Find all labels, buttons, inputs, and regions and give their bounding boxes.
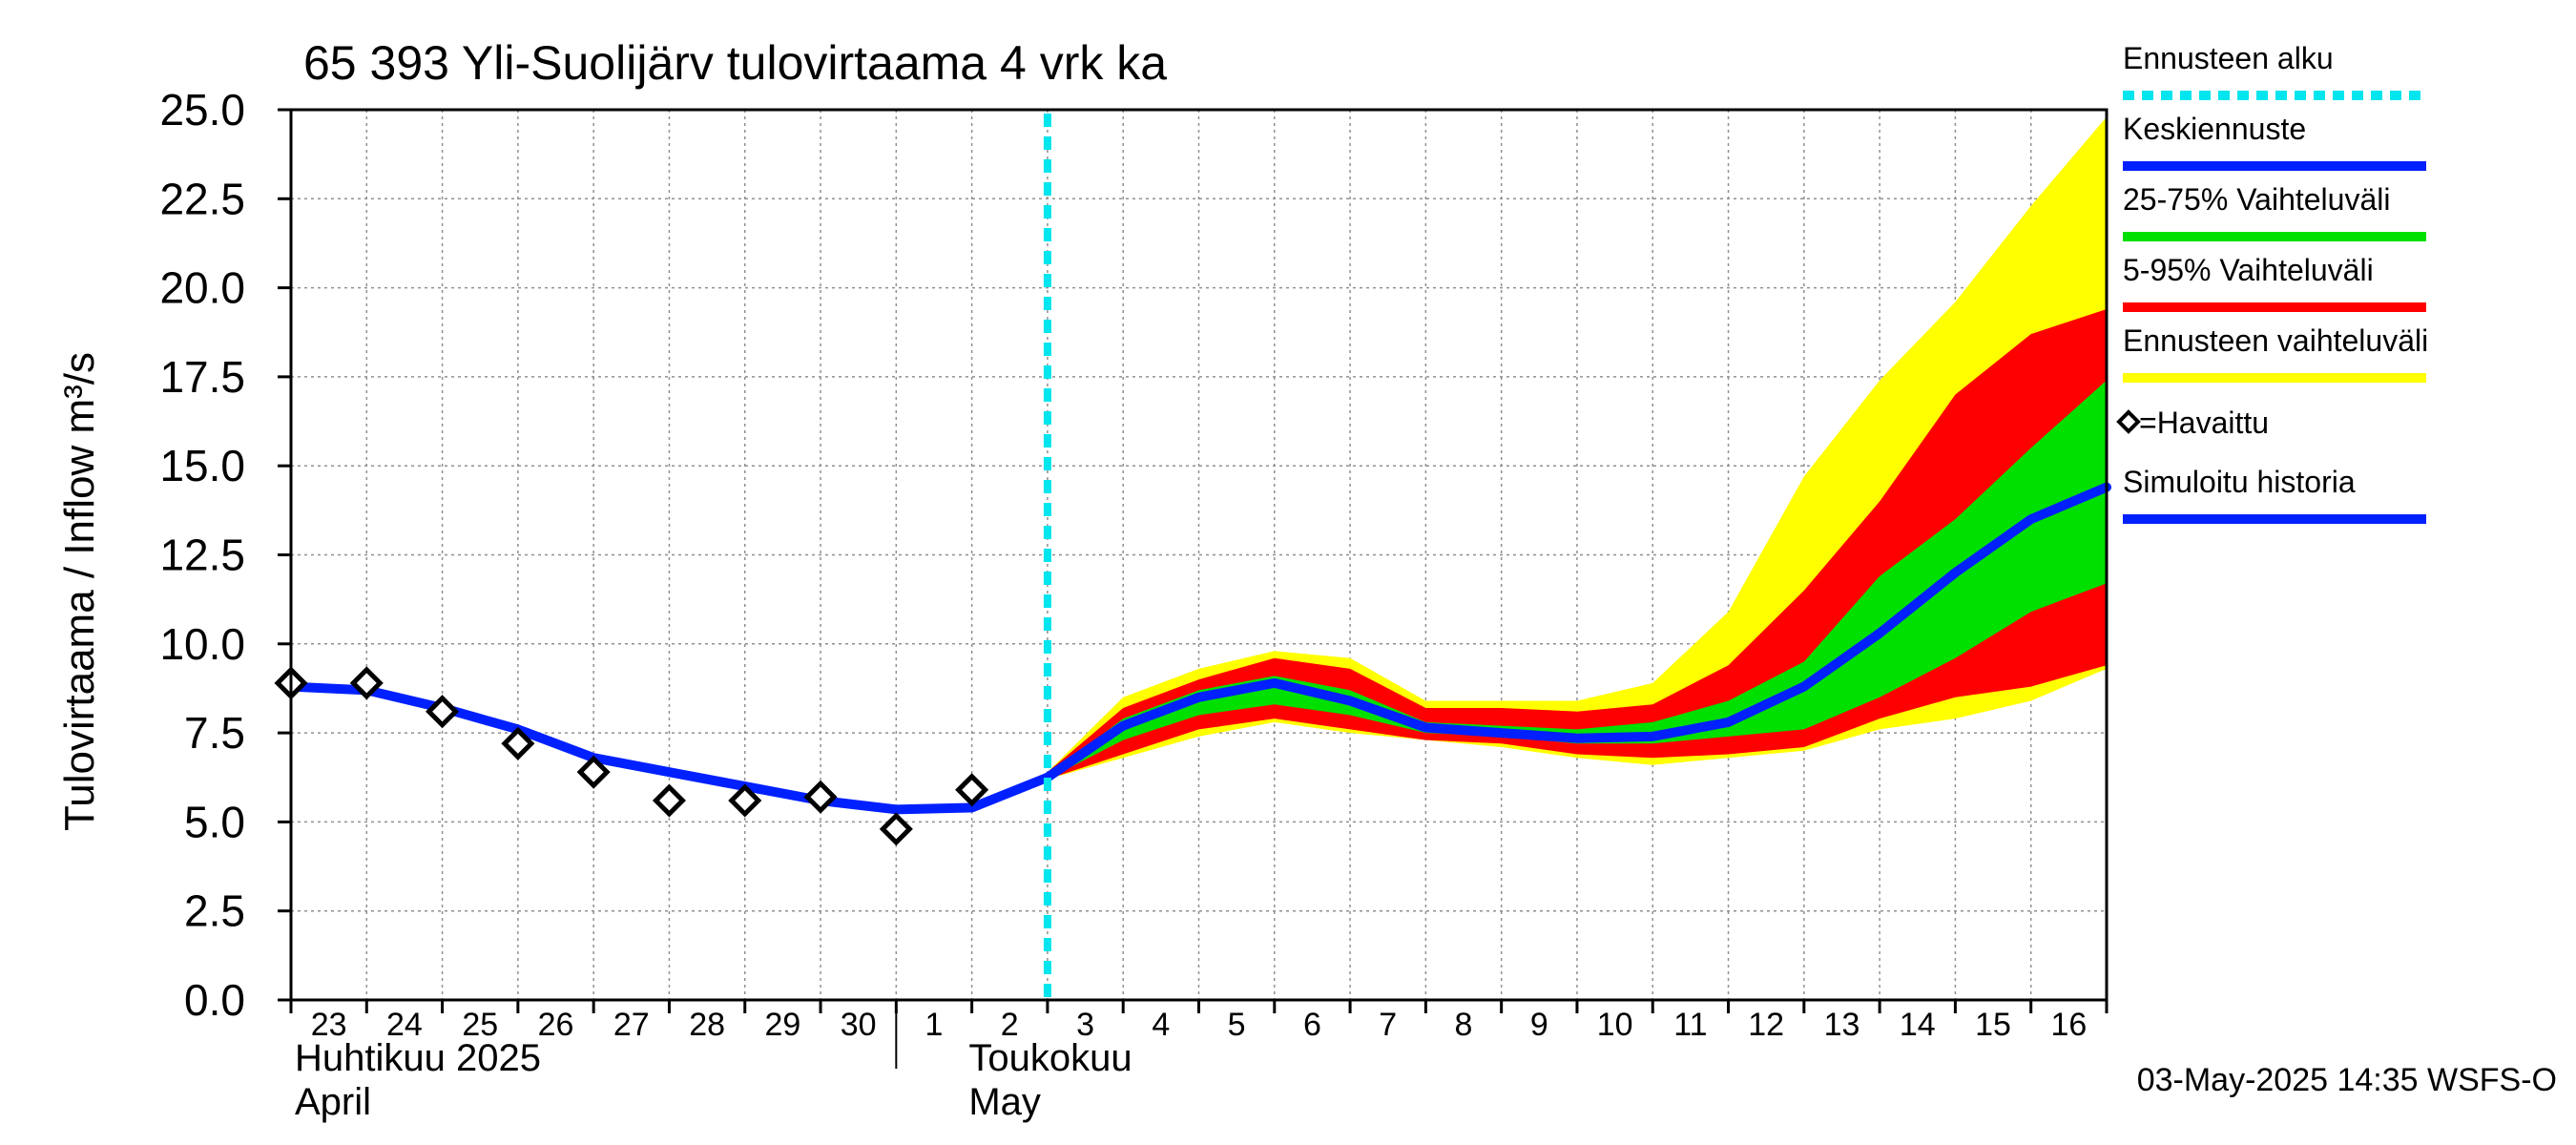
x-tick-label: 30 (841, 1007, 877, 1043)
x-tick-label: 29 (764, 1007, 800, 1043)
band-25-75-vaihteluv-li (1047, 380, 2107, 780)
observed-marker (879, 812, 913, 846)
x-tick-label: 25 (462, 1007, 498, 1043)
x-axis-ticks: 23 24 25 26 27 28 29 30 1 2 3 4 5 6 7 8 9 10 11 12 13 14 15 16 (289, 1000, 2109, 1043)
y-tick-label: 22.5 (159, 174, 245, 223)
observed-marker (349, 666, 384, 700)
legend-label: Simuloitu historia (2123, 465, 2356, 499)
observed-marker (652, 783, 686, 818)
x-tick-label: 24 (386, 1007, 423, 1043)
x-tick-label: 28 (689, 1007, 725, 1043)
line-simuloitu-historia (286, 681, 1052, 815)
line-keskiennuste (1042, 482, 2111, 782)
x-tick-label: 3 (1076, 1007, 1094, 1043)
y-tick-label: 15.0 (159, 441, 245, 490)
legend-label: Ennusteen vaihteluväli (2123, 323, 2428, 358)
observed-marker (576, 755, 611, 789)
legend-label: Ennusteen alku (2123, 41, 2334, 75)
y-tick-label: 0.0 (184, 975, 245, 1025)
y-tick-label: 25.0 (159, 85, 245, 135)
y-axis-ticks: 0.0 2.5 5.0 7.5 10.0 12.5 15.0 17.5 20.0 22.5 25.0 (159, 85, 291, 1025)
observed-marker (426, 695, 460, 729)
timestamp: 03-May-2025 14:35 WSFS-O (2137, 1062, 2557, 1098)
x-tick-label: 15 (1975, 1007, 2011, 1043)
x-tick-label: 26 (538, 1007, 574, 1043)
chart-title: 65 393 Yli-Suolijärv tulovirtaama 4 vrk … (303, 36, 1167, 90)
x-tick-label: 23 (311, 1007, 347, 1043)
x-tick-label: 6 (1303, 1007, 1321, 1043)
month-label-en: April (295, 1081, 371, 1123)
grid-lines (291, 110, 2107, 1000)
month-label-fi: Huhtikuu 2025 (295, 1037, 541, 1079)
x-tick-label: 9 (1530, 1007, 1548, 1043)
legend-label: 5-95% Vaihteluväli (2123, 253, 2374, 287)
observed-marker (501, 726, 535, 760)
x-tick-label: 2 (1001, 1007, 1019, 1043)
x-tick-label: 4 (1152, 1007, 1170, 1043)
y-tick-label: 5.0 (184, 797, 245, 846)
observed-marker (728, 783, 762, 818)
observed-marker (955, 773, 989, 807)
x-tick-label: 14 (1900, 1007, 1936, 1043)
month-label-fi: Toukokuu (968, 1037, 1132, 1079)
x-tick-label: 12 (1748, 1007, 1784, 1043)
y-tick-label: 10.0 (159, 619, 245, 669)
legend-marker-observed (2116, 409, 2141, 434)
x-tick-label: 5 (1228, 1007, 1246, 1043)
x-tick-label: 7 (1379, 1007, 1397, 1043)
y-tick-label: 7.5 (184, 708, 245, 758)
y-tick-label: 20.0 (159, 263, 245, 313)
series-lines (286, 482, 2111, 815)
x-tick-label: 11 (1673, 1007, 1707, 1043)
x-tick-label: 16 (2050, 1007, 2087, 1043)
legend: Ennusteen alku Keskiennuste 25-75% Vaihtel… (2116, 41, 2428, 524)
observed-marker (803, 780, 838, 814)
month-label-en: May (968, 1081, 1041, 1123)
x-tick-label: 13 (1824, 1007, 1860, 1043)
legend-label: =Havaittu (2139, 406, 2269, 440)
y-tick-label: 2.5 (184, 886, 245, 936)
x-tick-label: 1 (925, 1007, 944, 1043)
x-tick-label: 8 (1455, 1007, 1473, 1043)
y-tick-label: 17.5 (159, 352, 245, 402)
legend-label: 25-75% Vaihteluväli (2123, 182, 2390, 217)
legend-label: Keskiennuste (2123, 112, 2306, 146)
y-tick-label: 12.5 (159, 531, 245, 580)
y-axis-label: Tulovirtaama / Inflow m³/s (56, 352, 103, 831)
x-tick-label: 10 (1597, 1007, 1633, 1043)
plot-area (274, 108, 2111, 1002)
x-tick-label: 27 (613, 1007, 650, 1043)
